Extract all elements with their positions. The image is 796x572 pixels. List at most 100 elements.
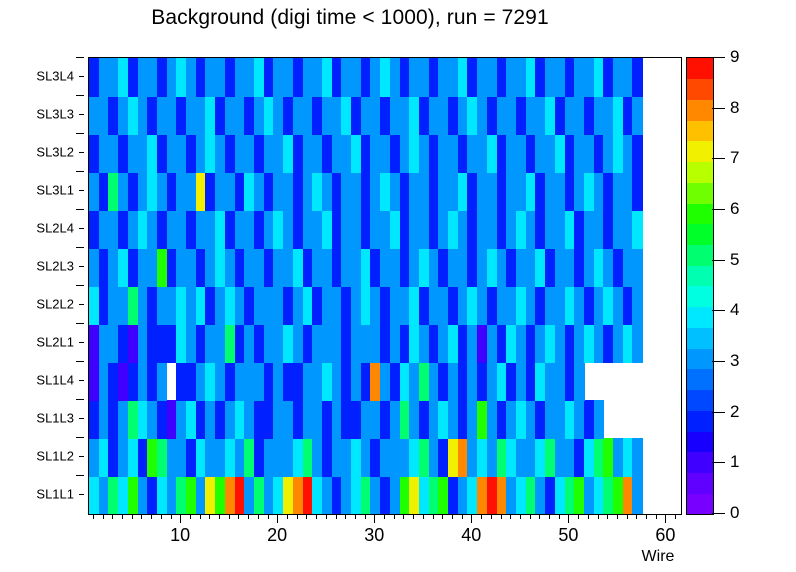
heatmap-cell [583, 438, 595, 477]
heatmap-cell [234, 248, 245, 287]
heatmap-cell [370, 400, 381, 439]
heatmap-cell [622, 172, 634, 211]
heatmap-cell [224, 210, 236, 249]
heatmap-cell [506, 324, 517, 363]
heatmap-cell [622, 476, 634, 514]
heatmap-cell [195, 96, 207, 135]
heatmap-cell [574, 96, 585, 135]
heatmap-cell [613, 286, 624, 325]
heatmap-cell [224, 362, 236, 401]
x-axis-tick [481, 514, 482, 519]
heatmap-cell [176, 96, 187, 135]
heatmap-cell [195, 172, 207, 211]
heatmap-cell [360, 248, 372, 287]
heatmap-cell [525, 96, 537, 135]
heatmap-cell [98, 324, 109, 363]
heatmap-cell [360, 134, 372, 173]
heatmap-cell [156, 476, 168, 514]
heatmap-cell [496, 210, 507, 249]
y-axis-tick-minor [79, 380, 84, 381]
heatmap-cell [467, 58, 478, 97]
heatmap-cell [341, 134, 352, 173]
heatmap-cell [632, 210, 643, 249]
heatmap-cell [147, 362, 158, 401]
x-axis-tick [549, 514, 550, 519]
heatmap-cell [253, 96, 265, 135]
heatmap-cell [331, 362, 342, 401]
heatmap-cell [525, 438, 537, 477]
heatmap-cell [341, 400, 352, 439]
heatmap-cell [535, 248, 546, 287]
heatmap-cell [108, 286, 119, 325]
heatmap-cell [438, 476, 449, 514]
heatmap-cell [283, 438, 294, 477]
heatmap-cell [389, 438, 401, 477]
heatmap-cell [244, 172, 255, 211]
y-axis-tick [76, 133, 84, 134]
heatmap-cell [516, 400, 527, 439]
heatmap-cell [156, 134, 168, 173]
y-axis-label: SL1L2 [36, 448, 74, 464]
heatmap-cell [399, 134, 410, 173]
heatmap-cell [292, 400, 304, 439]
heatmap-cell [283, 324, 294, 363]
heatmap-cell [292, 248, 304, 287]
heatmap-cell [564, 134, 575, 173]
x-axis-tick [199, 514, 201, 519]
heatmap-cell [283, 134, 294, 173]
heatmap-cell [574, 172, 585, 211]
heatmap-cell [224, 324, 236, 363]
heatmap-cell [545, 324, 556, 363]
heatmap-cell [535, 324, 546, 363]
heatmap-cell [418, 286, 430, 325]
heatmap-cell [448, 476, 459, 514]
colorbar-label: 7 [730, 148, 740, 168]
heatmap-cell [525, 362, 537, 401]
heatmap-cell [234, 286, 245, 325]
heatmap-cell [399, 210, 410, 249]
heatmap-cell [137, 134, 148, 173]
heatmap-cell [283, 172, 294, 211]
heatmap-cell [156, 248, 168, 287]
heatmap-cell [186, 324, 197, 363]
y-axis-tick [76, 475, 84, 476]
y-axis-tick [76, 323, 84, 324]
heatmap-cell [166, 134, 177, 173]
heatmap-cell [127, 476, 139, 514]
heatmap-cell [564, 324, 575, 363]
heatmap-cell [457, 324, 469, 363]
heatmap-cell [234, 172, 245, 211]
heatmap-cell [253, 362, 265, 401]
heatmap-cell [428, 96, 439, 135]
heatmap-cell [205, 96, 216, 135]
colorbar-band [687, 203, 713, 225]
heatmap-cell [98, 134, 109, 173]
heatmap-cell [477, 400, 488, 439]
heatmap-cell [613, 58, 624, 97]
heatmap-cell [253, 172, 265, 211]
heatmap-cell [89, 134, 100, 173]
x-axis-tick [180, 514, 182, 523]
heatmap-cell [613, 172, 624, 211]
heatmap-cell [380, 400, 391, 439]
heatmap-cell [603, 324, 614, 363]
heatmap-cell [234, 58, 245, 97]
heatmap-cell [574, 400, 585, 439]
y-axis-tick-minor [79, 418, 84, 419]
heatmap-cell [545, 248, 556, 287]
heatmap-cell [380, 438, 391, 477]
x-axis-tick [141, 514, 143, 519]
heatmap-cell [418, 438, 430, 477]
heatmap-cell [525, 172, 537, 211]
x-axis-tick [675, 514, 677, 519]
x-axis-tick [257, 514, 259, 519]
heatmap-cell [418, 362, 430, 401]
y-axis-tick-minor [79, 304, 84, 305]
heatmap-cell [613, 438, 624, 477]
heatmap-cell [486, 476, 498, 514]
heatmap-cell [127, 134, 139, 173]
heatmap-cell [477, 362, 488, 401]
heatmap-cell [399, 400, 410, 439]
heatmap-cell [263, 248, 274, 287]
x-axis-label: 10 [170, 525, 191, 545]
